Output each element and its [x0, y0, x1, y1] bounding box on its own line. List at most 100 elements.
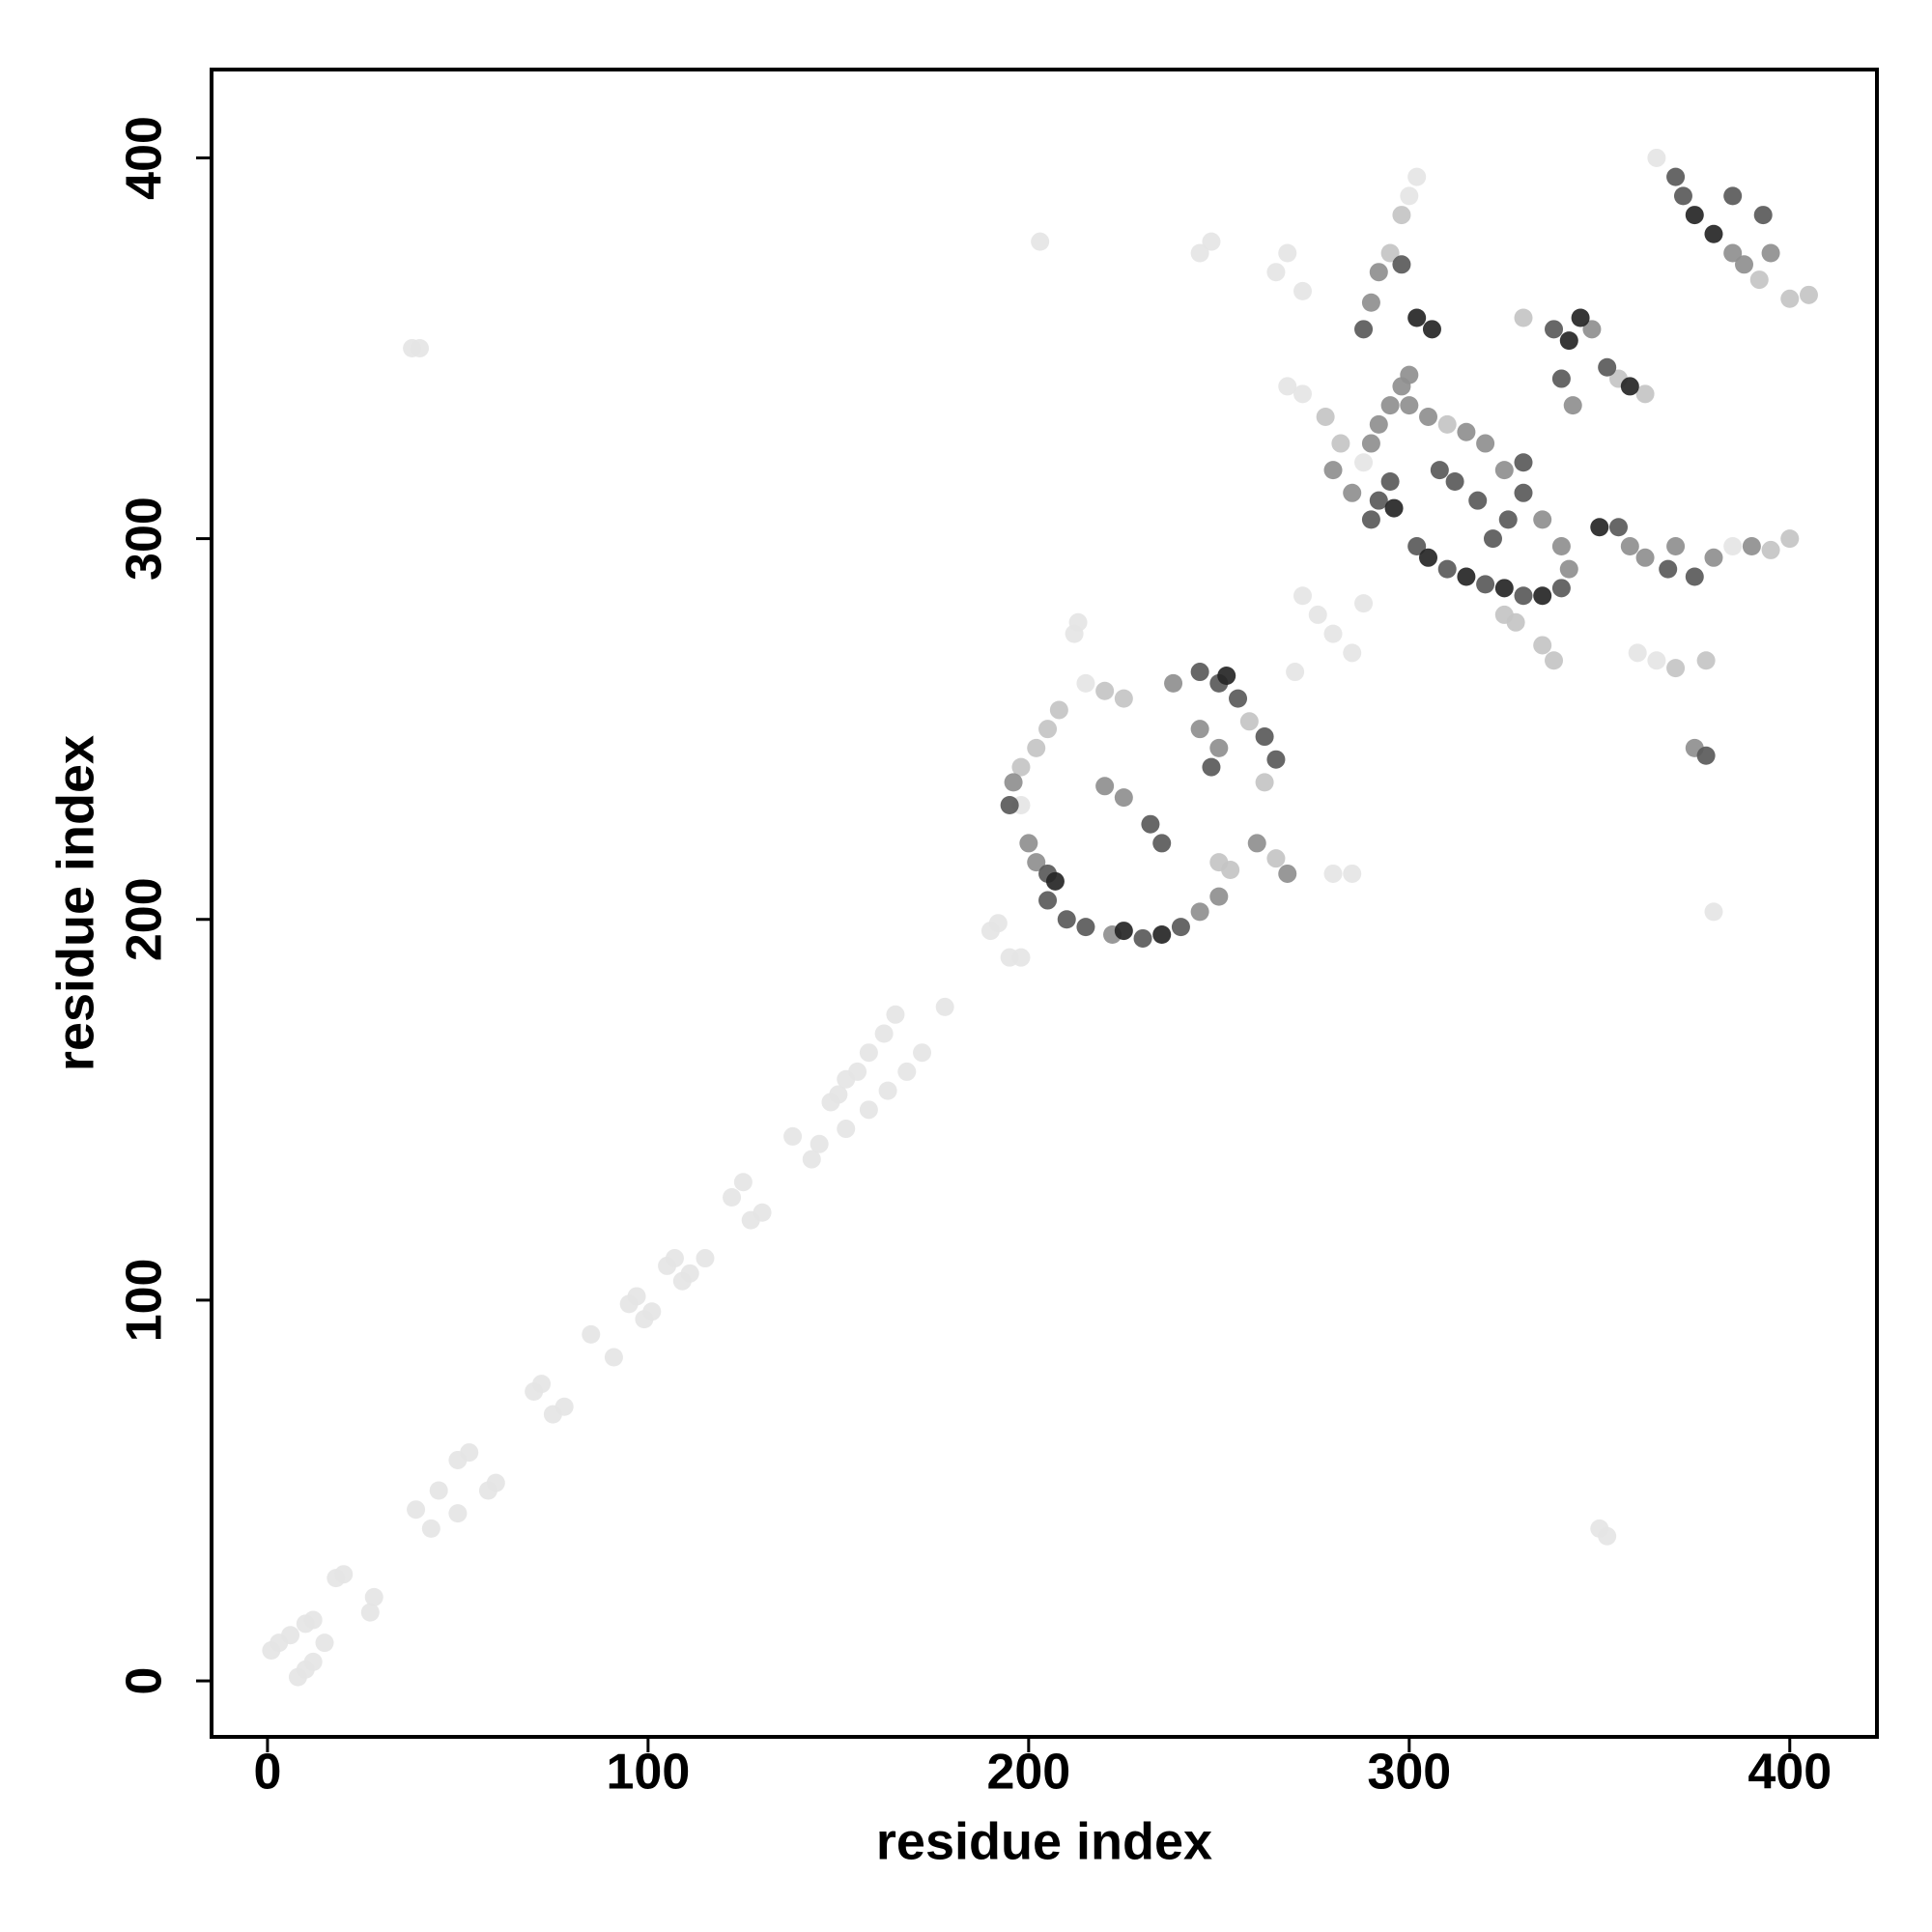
point [913, 1043, 932, 1063]
point [1635, 548, 1655, 567]
point [1133, 928, 1152, 948]
point [1354, 594, 1374, 613]
point [1761, 540, 1780, 559]
point [1445, 471, 1464, 491]
point [1545, 320, 1564, 339]
point [1316, 407, 1335, 426]
point [1761, 243, 1780, 263]
point [1533, 636, 1552, 655]
point [837, 1120, 856, 1139]
point [810, 1134, 829, 1153]
point [1278, 377, 1297, 396]
point [988, 914, 1008, 933]
point [696, 1249, 715, 1268]
point [1407, 536, 1427, 555]
point [1076, 918, 1095, 937]
point [1400, 186, 1419, 206]
point [627, 1287, 646, 1306]
point [1799, 285, 1818, 304]
point [733, 1173, 753, 1192]
point [1723, 536, 1743, 555]
point [642, 1302, 662, 1321]
point [478, 1481, 497, 1500]
point [1457, 422, 1476, 441]
point [1392, 255, 1411, 274]
point [1742, 536, 1761, 555]
point [1068, 612, 1088, 632]
point [1635, 384, 1655, 404]
point [1494, 579, 1514, 598]
point [448, 1504, 468, 1523]
point [1457, 567, 1476, 586]
point [1753, 206, 1773, 225]
point [1483, 529, 1502, 549]
point [303, 1610, 323, 1630]
point [1114, 922, 1133, 941]
point [1551, 579, 1571, 598]
point [1749, 270, 1769, 290]
point [1514, 308, 1533, 327]
point [1723, 243, 1743, 263]
point [1038, 891, 1058, 910]
point [1419, 407, 1438, 426]
point [411, 339, 429, 358]
point [1380, 396, 1400, 415]
point [1209, 738, 1229, 757]
point [1608, 518, 1628, 537]
point [1152, 834, 1172, 853]
point [1343, 483, 1362, 502]
point [874, 1024, 894, 1043]
point [1247, 834, 1266, 853]
point [1190, 663, 1209, 682]
point [1190, 243, 1209, 263]
point [1011, 948, 1031, 967]
point [1266, 849, 1286, 868]
point [1598, 1526, 1617, 1546]
point [1533, 586, 1552, 606]
point [935, 997, 954, 1016]
point [829, 1085, 848, 1104]
point [1647, 148, 1666, 167]
x-tick-label: 300 [1367, 1745, 1451, 1801]
point [1057, 910, 1076, 929]
point [1628, 643, 1647, 663]
point [1704, 224, 1723, 243]
y-tick-label: 200 [117, 877, 173, 961]
point [1361, 434, 1380, 453]
point [1361, 510, 1380, 529]
point [1559, 331, 1578, 351]
point [1704, 548, 1723, 567]
point [1666, 536, 1686, 555]
point [859, 1043, 878, 1063]
point [1239, 712, 1259, 731]
point [1209, 887, 1229, 906]
point [1685, 567, 1704, 586]
point [1620, 377, 1639, 396]
x-tick-label: 400 [1747, 1745, 1832, 1801]
point [1369, 414, 1388, 434]
point [665, 1249, 684, 1268]
point [1723, 186, 1743, 206]
point [1164, 673, 1183, 693]
point [1419, 548, 1438, 567]
point [802, 1150, 821, 1169]
x-tick-label: 100 [606, 1745, 690, 1801]
y-axis-title: residue index [46, 735, 104, 1071]
point [1666, 659, 1686, 678]
point [1780, 529, 1800, 549]
point [1514, 483, 1533, 502]
point [1011, 757, 1031, 777]
point [1004, 773, 1023, 792]
y-tick-label: 100 [117, 1259, 173, 1343]
point [1293, 586, 1313, 606]
point [1476, 575, 1495, 594]
point [1354, 320, 1374, 339]
point [1038, 720, 1058, 739]
point [1380, 471, 1400, 491]
point [723, 1187, 742, 1207]
point [1685, 206, 1704, 225]
point [1533, 510, 1552, 529]
point [1278, 864, 1297, 883]
point [1673, 186, 1692, 206]
point [1659, 559, 1678, 579]
